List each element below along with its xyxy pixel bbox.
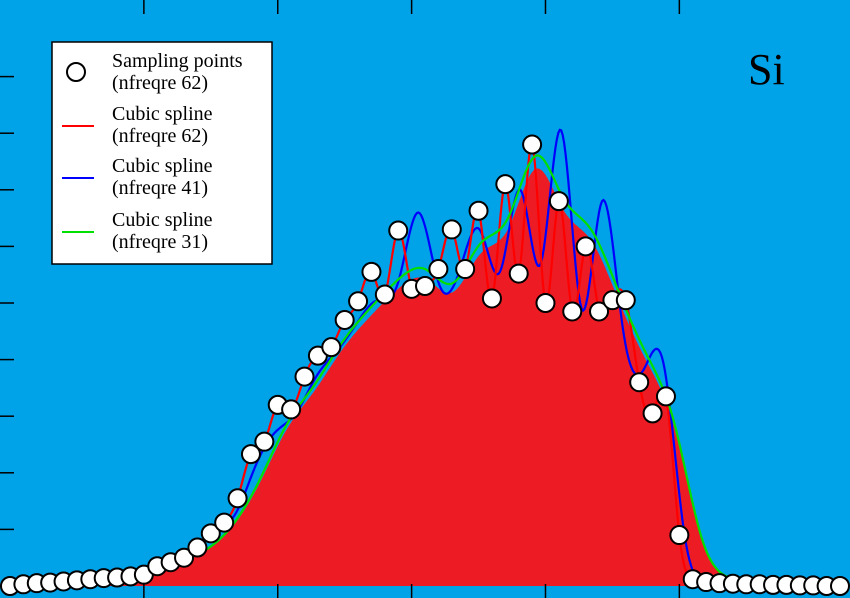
sampling-point: [388, 220, 409, 241]
filled-area: [10, 168, 840, 586]
filled-area-layer: [10, 168, 840, 586]
sampling-point: [254, 431, 275, 452]
sampling-point: [615, 290, 636, 311]
sampling-point: [535, 293, 556, 313]
legend-label-spline-31: Cubic spline: [112, 209, 213, 231]
sampling-point: [187, 537, 208, 558]
sampling-point: [374, 284, 395, 305]
sampling-point: [522, 134, 543, 155]
sampling-point: [468, 200, 489, 221]
sampling-point: [669, 525, 690, 546]
sampling-point: [629, 372, 650, 393]
legend-box: [51, 41, 273, 265]
sampling-point: [348, 291, 369, 312]
sampling-point: [589, 301, 610, 322]
sampling-point: [321, 337, 342, 358]
legend-sublabel-spline-41: (nfreqre 41): [112, 177, 208, 199]
legend-sublabel-spline-31: (nfreqre 31): [112, 231, 208, 253]
sampling-point: [642, 403, 663, 424]
legend-sublabel-spline-62: (nfreqre 62): [112, 125, 208, 147]
sampling-point: [294, 366, 315, 387]
element-annotation: Si: [748, 45, 785, 94]
sampling-point: [830, 576, 850, 596]
sampling-point: [240, 444, 261, 465]
legend: Sampling points (nfreqre 62) Cubic splin…: [51, 41, 273, 265]
sampling-point: [227, 488, 248, 509]
sampling-points-layer: [0, 134, 850, 596]
sampling-point: [548, 191, 569, 212]
sampling-point: [655, 386, 676, 407]
sampling-point: [455, 259, 476, 280]
sampling-point: [428, 259, 449, 280]
sampling-point: [334, 309, 355, 330]
sampling-point: [481, 288, 502, 309]
legend-sublabel-sampling-points: (nfreqre 62): [112, 72, 208, 94]
sampling-point: [214, 512, 235, 533]
sampling-point: [441, 219, 462, 240]
sampling-point: [562, 301, 583, 322]
sampling-point: [200, 523, 221, 544]
legend-label-sampling-points: Sampling points: [112, 50, 243, 72]
sampling-point: [495, 174, 516, 195]
sampling-point: [174, 547, 195, 568]
sampling-point: [575, 236, 596, 257]
legend-label-spline-62: Cubic spline: [112, 103, 213, 125]
legend-marker-sampling-points: [66, 62, 86, 82]
sampling-point: [361, 261, 382, 282]
sampling-point: [415, 276, 435, 297]
legend-label-spline-41: Cubic spline: [112, 155, 213, 177]
axis-ticks-layer: [0, 0, 681, 598]
sampling-point: [508, 263, 529, 284]
sampling-point: [281, 399, 302, 420]
